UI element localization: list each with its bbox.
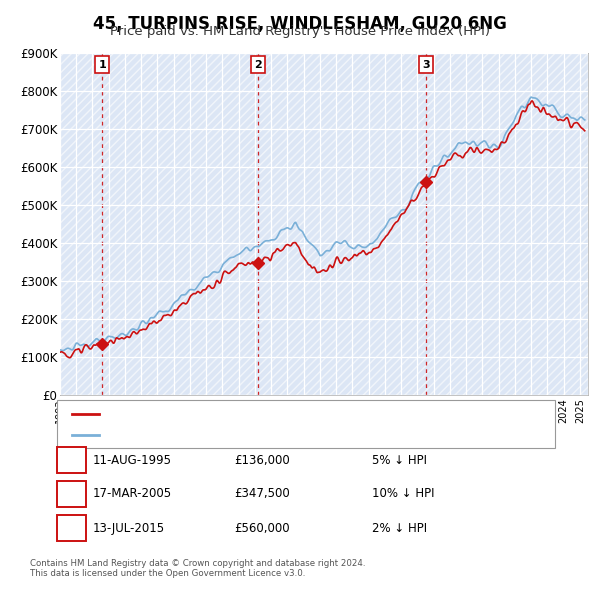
Text: 13-JUL-2015: 13-JUL-2015 <box>93 522 165 535</box>
Text: 2% ↓ HPI: 2% ↓ HPI <box>372 522 427 535</box>
Text: Price paid vs. HM Land Registry's House Price Index (HPI): Price paid vs. HM Land Registry's House … <box>110 25 490 38</box>
Text: This data is licensed under the Open Government Licence v3.0.: This data is licensed under the Open Gov… <box>30 569 305 578</box>
Text: 5% ↓ HPI: 5% ↓ HPI <box>372 454 427 467</box>
Text: 17-MAR-2005: 17-MAR-2005 <box>93 487 172 500</box>
Text: £560,000: £560,000 <box>234 522 290 535</box>
Text: 3: 3 <box>422 60 430 70</box>
Text: 3: 3 <box>67 522 76 535</box>
Text: 2: 2 <box>67 487 76 500</box>
Text: 45, TURPINS RISE, WINDLESHAM, GU20 6NG: 45, TURPINS RISE, WINDLESHAM, GU20 6NG <box>93 15 507 33</box>
Text: 1: 1 <box>67 454 76 467</box>
Text: £347,500: £347,500 <box>234 487 290 500</box>
Text: HPI: Average price, detached house, Surrey Heath: HPI: Average price, detached house, Surr… <box>105 430 385 440</box>
Text: £136,000: £136,000 <box>234 454 290 467</box>
Text: 2: 2 <box>254 60 262 70</box>
Text: 45, TURPINS RISE, WINDLESHAM, GU20 6NG (detached house): 45, TURPINS RISE, WINDLESHAM, GU20 6NG (… <box>105 409 454 419</box>
Text: 10% ↓ HPI: 10% ↓ HPI <box>372 487 434 500</box>
Text: 11-AUG-1995: 11-AUG-1995 <box>93 454 172 467</box>
Text: Contains HM Land Registry data © Crown copyright and database right 2024.: Contains HM Land Registry data © Crown c… <box>30 559 365 568</box>
Text: 1: 1 <box>98 60 106 70</box>
Bar <box>60 53 588 395</box>
